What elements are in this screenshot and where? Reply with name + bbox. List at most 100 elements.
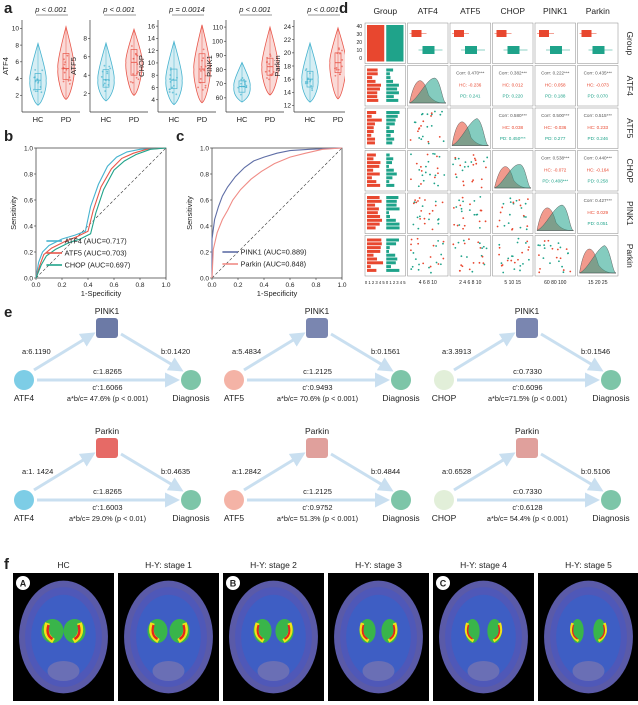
hist-bar-pd	[367, 261, 384, 265]
scatter-point	[461, 196, 464, 199]
matrix-bottom-ticks: 4 6 8 10	[419, 280, 437, 286]
roc-diagonal	[211, 147, 343, 279]
violin-point	[102, 84, 105, 86]
scatter-point	[472, 262, 475, 264]
roc-panel-b: 0.00.0 0.2 0.2 0.4 0.4 0.6 0.6 0.8 0.8 1.0 1.0 1-Sp…	[9, 145, 171, 298]
hist-bar-hc	[386, 180, 390, 184]
scatter-point	[460, 210, 463, 213]
hist-bar-hc	[386, 157, 394, 161]
path-b-coef: b:0.4844	[371, 467, 400, 476]
diagnosis-label: Diagnosis	[172, 513, 209, 523]
pet-stage-label: HC	[57, 560, 69, 570]
corr-total: Corr: 0.440***	[584, 156, 613, 161]
violin-point	[169, 67, 172, 70]
violin-point	[169, 78, 171, 80]
hist-bar-hc	[386, 222, 400, 226]
violin-point	[202, 48, 205, 51]
scatter-point	[538, 271, 541, 274]
violin-point	[134, 52, 137, 55]
scatter-point	[471, 270, 474, 273]
hist-bar-pd	[367, 180, 377, 184]
matrix-col-header: ATF5	[460, 6, 480, 16]
hist-bar-pd	[367, 122, 375, 126]
scatter-point	[442, 140, 445, 143]
violin-point	[237, 86, 240, 89]
scatter-point	[426, 153, 429, 156]
scatter-point	[420, 138, 423, 141]
scatter-point	[502, 202, 505, 205]
hist-bar-pd	[367, 111, 377, 114]
violin-group-label: HC	[169, 115, 180, 124]
scatter-point	[477, 241, 480, 244]
corr-pd: PD: 0.258	[588, 179, 609, 184]
violin-ylabel: PINK1	[205, 55, 214, 77]
scatter-point	[416, 216, 419, 219]
hist-bar-hc	[386, 176, 393, 180]
violin-point	[309, 80, 311, 83]
scatter-point	[427, 160, 430, 163]
path-a-coef: a:1. 1424	[22, 467, 53, 476]
corr-hc: HC: 0.012	[502, 83, 523, 88]
violin-tick-label: 2	[83, 91, 87, 98]
violin-point	[243, 81, 246, 83]
scatter-point	[442, 257, 445, 260]
violin-point	[101, 70, 104, 73]
violin-tick-label: 12	[148, 48, 156, 55]
scatter-point	[569, 270, 572, 273]
scatter-point	[420, 113, 423, 116]
scatter-point	[422, 179, 425, 182]
mediator-node	[516, 318, 538, 338]
matrix-cell	[492, 22, 534, 64]
density-hc	[536, 204, 574, 231]
violin-point	[103, 82, 106, 85]
scatter-point	[513, 268, 516, 271]
scatter-point	[455, 176, 458, 179]
scatter-point	[438, 136, 441, 138]
scatter-point	[424, 171, 427, 174]
scatter-point	[511, 255, 514, 258]
violin-point	[100, 75, 103, 78]
roc-x-tick-label: 1.0	[337, 282, 346, 289]
scatter-point	[420, 209, 423, 212]
diagnosis-node	[181, 370, 201, 390]
scatter-point	[481, 247, 484, 250]
scatter-point	[417, 268, 420, 271]
hist-bar-pd	[367, 126, 374, 130]
violin-point	[307, 77, 309, 80]
violin-ylabel: ATF5	[69, 57, 78, 75]
violin-point	[106, 72, 109, 75]
matrix-col-header: CHOP	[500, 6, 525, 16]
roc-y-tick-label: 0.6	[200, 197, 209, 204]
violin-tick-label: 8	[151, 73, 155, 80]
hist-bar-hc	[386, 183, 395, 187]
roc-y-tick-label: 0.4	[24, 223, 33, 230]
corr-hc: HC: 0.038	[502, 125, 523, 130]
path-c-coef: c:1.8265	[93, 367, 122, 376]
group-bar-hc	[386, 25, 404, 62]
roc-y-tick-label: 0.8	[24, 171, 33, 178]
scatter-point	[417, 200, 419, 202]
path-a-arrow	[243, 452, 306, 492]
roc-legend-label: ATF5 (AUC=0.703)	[65, 249, 127, 258]
hist-bar-pd	[367, 253, 374, 257]
scatter-point	[484, 220, 487, 223]
violin-tick-label: 4	[151, 97, 155, 104]
hist-bar-hc	[386, 72, 390, 76]
group-x-ticks: 0 1 2 3 4 5 0 1 2 3 4 5	[365, 280, 406, 285]
scatter-point	[459, 204, 462, 207]
scatter-point	[498, 246, 501, 249]
path-cprime-coef: c':0.6096	[512, 383, 542, 392]
density-hc	[409, 77, 447, 104]
roc-x-tick-label: 0.0	[207, 282, 216, 289]
scatter-point	[518, 199, 521, 201]
violin-point	[202, 57, 205, 60]
pet-peak-left	[361, 624, 368, 640]
matrix-cell	[492, 192, 534, 234]
scatter-point	[433, 182, 436, 185]
scatter-point	[507, 222, 510, 225]
scatter-point	[527, 248, 530, 251]
scatter-point	[417, 185, 420, 188]
scatter-point	[520, 207, 523, 209]
roc-x-tick-label: 0.4	[83, 282, 92, 289]
scatter-point	[414, 121, 417, 124]
